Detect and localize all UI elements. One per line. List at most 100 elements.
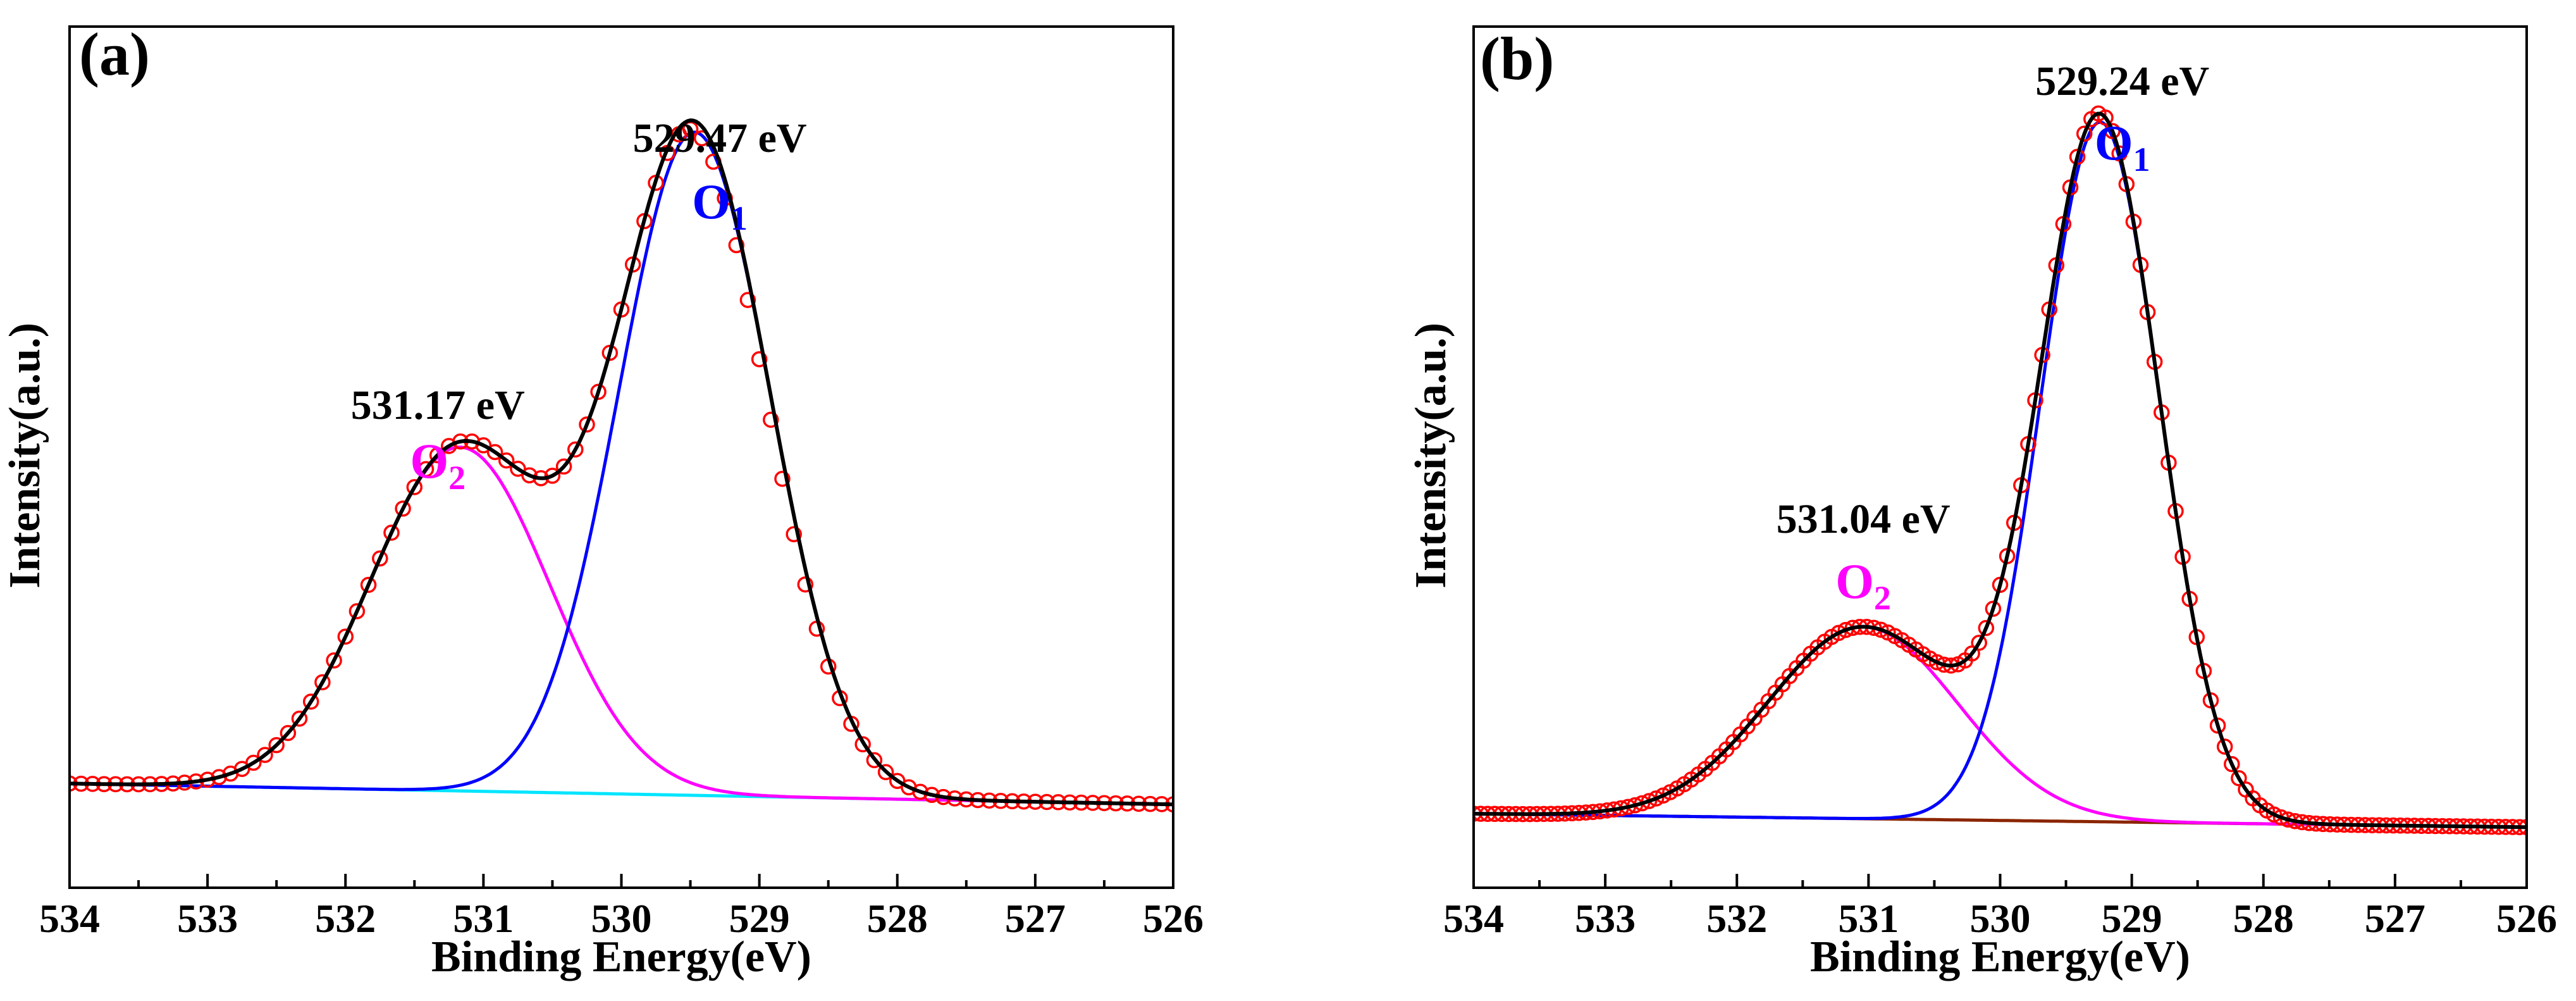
x-tick-label: 528: [867, 896, 928, 941]
raw-data-point: [1648, 790, 1665, 807]
x-tick-label: 527: [1005, 896, 1066, 941]
raw-data-point: [521, 467, 538, 483]
raw-data-point: [579, 416, 595, 433]
raw-data-point: [372, 550, 388, 567]
peak-subscript: 2: [448, 459, 465, 497]
x-tick-label: 527: [2365, 896, 2425, 941]
raw-data-point: [2265, 806, 2283, 823]
x-tick-label: 529: [2102, 896, 2162, 941]
raw-data-point: [2104, 123, 2121, 139]
peak-o1-curve: [1474, 120, 2527, 829]
raw-data-point: [337, 628, 354, 645]
raw-data-point: [2216, 738, 2233, 755]
y-axis-label: Intensity(a.u.): [1407, 323, 1455, 588]
x-tick-label: 528: [2233, 896, 2294, 941]
peak-position-label: 531.04 eV: [1777, 496, 1950, 542]
raw-data-points: [1474, 105, 2527, 836]
peak-name-label: O1: [2095, 115, 2150, 178]
peak-subscript: 1: [2133, 140, 2150, 178]
panel-label: (a): [79, 20, 150, 88]
peak-o1-curve: [70, 130, 1173, 806]
raw-data-point: [245, 754, 262, 771]
peak-name-label: O2: [410, 433, 465, 497]
raw-data-point: [395, 500, 411, 517]
x-tick-label: 531: [453, 896, 514, 941]
x-tick-label: 533: [1575, 896, 1636, 941]
raw-data-point: [739, 292, 756, 308]
y-axis-label: Intensity(a.u.): [1, 323, 49, 588]
peak-name: O: [410, 433, 448, 488]
raw-data-point: [786, 526, 802, 543]
raw-data-point: [268, 737, 285, 754]
peak-subscript: 1: [730, 199, 748, 237]
plot-area: [1474, 105, 2527, 836]
raw-data-point: [877, 764, 894, 781]
x-tick-label: 526: [1143, 896, 1204, 941]
raw-data-point: [567, 441, 584, 458]
raw-data-point: [555, 458, 572, 475]
raw-data-point: [1985, 600, 2002, 617]
raw-data-point: [429, 447, 446, 464]
x-tick-label: 534: [1443, 896, 1504, 941]
panel-b: 534 533 532 531 530 529 528 527 526 Binding Energ…: [1407, 25, 2557, 981]
peak-name: O: [692, 174, 730, 229]
panel-label: (b): [1480, 25, 1554, 92]
fitted-envelope-line: [1474, 111, 2527, 830]
x-axis-ticks: 534 533 532 531 530 529 528 527 526: [39, 874, 1204, 941]
raw-data-point: [797, 576, 814, 593]
x-axis-label: Binding Energy(eV): [1810, 933, 2190, 981]
x-axis-label: Binding Energy(eV): [431, 933, 811, 981]
raw-data-point: [2076, 125, 2093, 142]
peak-position-label: 529.24 eV: [2035, 58, 2209, 104]
raw-data-point: [2231, 770, 2247, 786]
raw-data-point: [1830, 625, 1847, 642]
peak-name-label: O1: [692, 174, 748, 237]
raw-data-point: [1978, 619, 1995, 637]
raw-data-point: [291, 710, 308, 727]
raw-data-point: [2097, 109, 2114, 126]
raw-data-point: [348, 603, 366, 619]
x-axis-ticks: 534 533 532 531 530 529 528 527 526: [1443, 874, 2557, 941]
x-tick-label: 530: [1970, 896, 2031, 941]
raw-data-point: [314, 674, 331, 690]
raw-data-point: [2209, 717, 2226, 734]
raw-data-point: [774, 470, 791, 487]
x-tick-label: 530: [591, 896, 652, 941]
raw-data-point: [498, 452, 515, 469]
plot-frame: [68, 25, 1174, 889]
raw-data-point: [2224, 755, 2240, 773]
raw-data-point: [544, 468, 561, 484]
x-tick-label: 532: [1706, 896, 1767, 941]
raw-data-point: [590, 383, 607, 401]
x-tick-label: 526: [2496, 896, 2557, 941]
raw-data-point: [302, 693, 319, 710]
raw-data-point: [257, 747, 273, 763]
fitted-envelope-line: [70, 118, 1173, 807]
raw-data-point: [383, 525, 400, 541]
raw-data-point: [406, 479, 423, 495]
raw-data-point: [326, 652, 342, 669]
plot-frame: [1472, 25, 2528, 889]
raw-data-point: [417, 461, 434, 478]
raw-data-point: [1641, 793, 1658, 809]
x-tick-label: 534: [39, 896, 100, 941]
raw-data-point: [854, 736, 871, 753]
raw-data-point: [486, 444, 503, 461]
peak-name: O: [1835, 554, 1874, 609]
raw-data-point: [866, 752, 883, 769]
peak-subscript: 2: [1874, 579, 1891, 617]
x-tick-label: 533: [177, 896, 238, 941]
peak-position-label: 529.47 eV: [633, 115, 807, 161]
raw-data-point: [360, 576, 377, 594]
raw-data-point: [728, 237, 745, 254]
x-tick-label: 532: [315, 896, 376, 941]
raw-data-point: [280, 724, 297, 742]
x-tick-label: 531: [1838, 896, 1899, 941]
peak-position-label: 531.17 eV: [351, 382, 525, 428]
raw-data-point: [751, 351, 768, 368]
peak-name: O: [2095, 115, 2133, 170]
raw-data-point: [1971, 635, 1987, 651]
peak-o2-curve: [70, 445, 1173, 806]
x-tick-label: 529: [729, 896, 790, 941]
